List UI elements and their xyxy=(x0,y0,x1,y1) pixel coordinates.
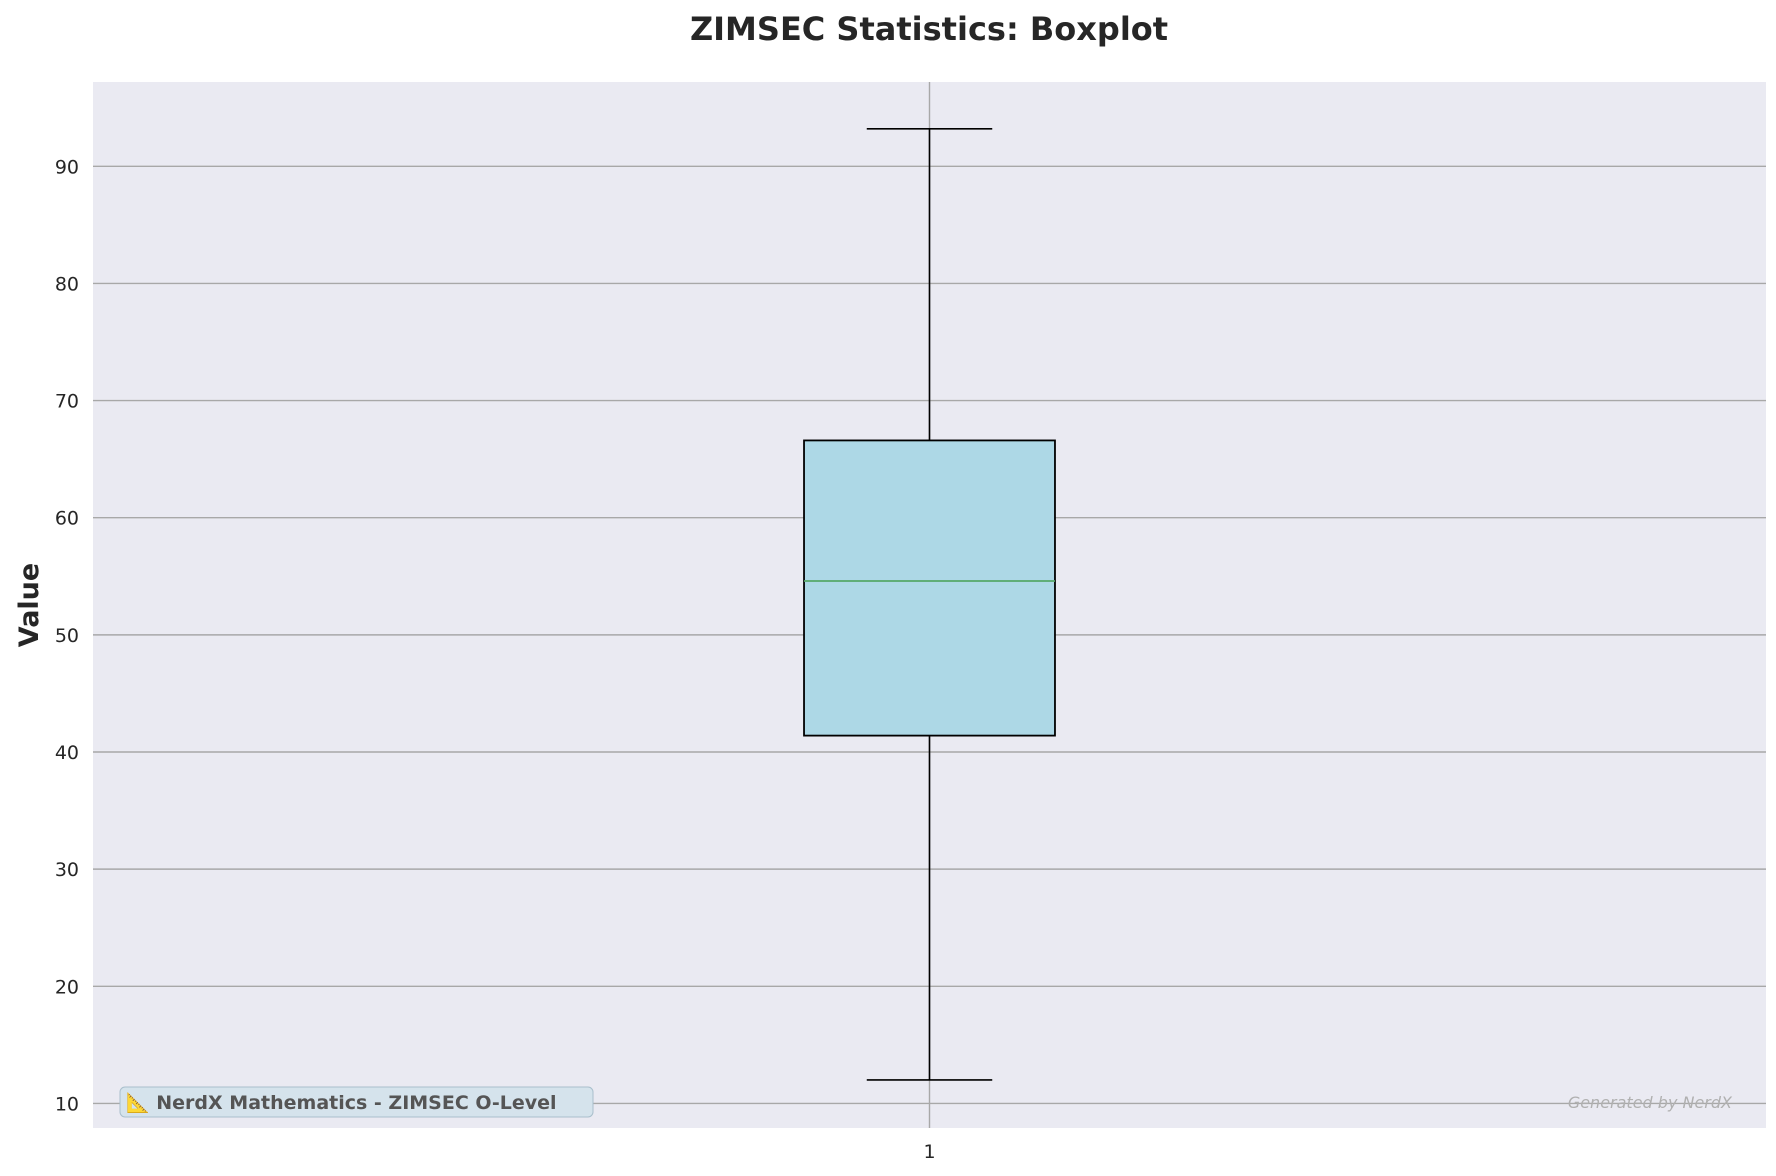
y-axis-ticks: 10 20 30 40 50 60 70 80 90 xyxy=(55,156,79,1115)
y-tick-label: 50 xyxy=(55,625,79,647)
iqr-box xyxy=(803,439,1056,737)
chart-title: ZIMSEC Statistics: Boxplot xyxy=(690,10,1168,48)
x-tick-label: 1 xyxy=(923,1141,935,1163)
y-tick-label: 70 xyxy=(55,391,79,413)
y-tick-label: 30 xyxy=(55,859,79,881)
y-tick-label: 10 xyxy=(55,1093,79,1115)
y-tick-label: 40 xyxy=(55,742,79,764)
y-tick-label: 20 xyxy=(55,976,79,998)
y-tick-label: 80 xyxy=(55,273,79,295)
branding-box xyxy=(119,1086,594,1118)
branding-text: 📐 NerdX Mathematics - ZIMSEC O-Level xyxy=(126,1091,557,1114)
watermark: Generated by NerdX xyxy=(1568,1093,1733,1112)
y-axis-label: Value xyxy=(14,563,45,647)
box-layer xyxy=(803,128,1056,1081)
y-tick-label: 60 xyxy=(55,508,79,530)
box-1 xyxy=(803,128,1056,1081)
x-axis-ticks: 1 xyxy=(923,1141,935,1163)
branding-badge: 📐 NerdX Mathematics - ZIMSEC O-Level xyxy=(119,1086,594,1118)
y-tick-label: 90 xyxy=(55,156,79,178)
